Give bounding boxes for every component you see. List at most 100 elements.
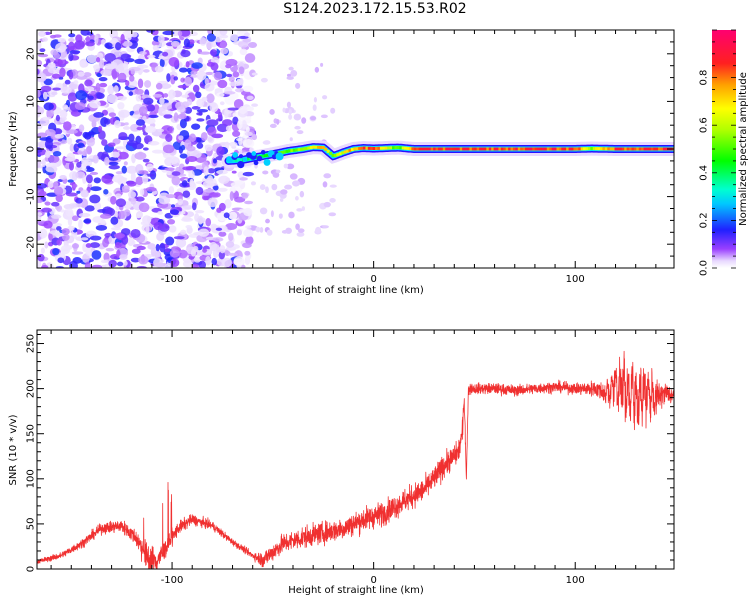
spectrogram-noise-blob (145, 117, 156, 125)
spectrogram-noise-blob (159, 83, 172, 89)
spectrogram-ridge-cell (520, 147, 524, 151)
spectrogram-noise-blob (57, 257, 65, 264)
spectrogram-noise-blob (64, 79, 71, 85)
spectrogram-noise-blob (134, 151, 147, 160)
spectrogram-ridge-cell (650, 147, 654, 151)
spectrogram-ridge-cell (239, 158, 243, 162)
spectrogram-noise-blob (196, 70, 207, 81)
spectrogram-noise-blob (185, 61, 190, 68)
spectrogram-ridge-cell (595, 147, 599, 151)
spectrogram-ridge-cell (462, 147, 466, 151)
spectrogram-noise-blob (80, 189, 89, 198)
spectrogram-ridge-cell (411, 147, 415, 151)
spectrogram-noise-blob (284, 184, 293, 190)
spectrogram-noise-blob (110, 227, 121, 231)
colorbar-tick-label: 0.8 (699, 70, 710, 86)
spectrogram-noise-blob (207, 168, 216, 174)
spectrogram-ridge-speckle (242, 156, 248, 162)
spectrogram-noise-blob (265, 186, 269, 194)
spectrogram-ridge-cell (570, 147, 574, 151)
spectrogram-noise-blob (95, 82, 101, 93)
spectrogram-noise-blob (138, 255, 149, 265)
spectrogram-ridge-cell (481, 147, 485, 151)
spectrogram-ridge-cell (399, 146, 403, 150)
spectrogram-ridge-cell (421, 147, 425, 151)
spectrogram-noise-blob (115, 96, 127, 100)
spectrogram-noise-blob (158, 195, 171, 205)
spectrogram-noise-blob (43, 220, 53, 229)
spectrogram-ridge-cell (517, 147, 521, 151)
spectrogram-noise-blob (226, 73, 233, 78)
spectrogram-noise-blob (195, 186, 204, 196)
spectrogram-noise-blob (130, 68, 135, 75)
spectrogram-ridge-cell (266, 153, 270, 157)
spectrogram-noise-blob (71, 215, 79, 222)
spectrogram-ridge-cell (580, 147, 584, 151)
spectrogram-noise-blob (214, 88, 223, 93)
spectrogram-noise-blob (51, 73, 61, 79)
spectrogram-noise-blob (51, 201, 60, 207)
spectrogram-noise-blob (184, 76, 192, 87)
spectrogram-noise-blob (49, 34, 57, 39)
spectrogram-noise-blob (230, 182, 241, 188)
spectrogram-noise-blob (117, 151, 129, 160)
spectrogram-noise-blob (329, 198, 336, 203)
spectrogram-ridge-cell (346, 149, 350, 153)
spectrogram-noise-blob (47, 67, 59, 74)
spectrogram-noise-blob (93, 201, 102, 211)
spectrogram-noise-blob (196, 112, 203, 116)
spectrogram-noise-blob (71, 243, 80, 249)
spectrogram-noise-blob (215, 246, 221, 254)
spectrogram-noise-blob (51, 91, 58, 96)
spectrogram-noise-blob (77, 142, 85, 148)
snr-x-ticks: -100 0 100 (50, 330, 657, 586)
spectrogram-noise-blob (189, 178, 194, 188)
spectrogram-noise-blob (56, 239, 62, 246)
spectrogram-noise-blob (203, 166, 209, 176)
spectrogram-noise-blob (204, 82, 215, 92)
spectrogram-noise-blob (142, 132, 148, 136)
spectrogram-ridge-cell (486, 147, 490, 151)
spectrogram-noise-blob (234, 88, 244, 93)
spectrogram-noise-blob (231, 170, 237, 174)
spectrogram-ridge-cell (653, 147, 657, 151)
spectrogram-noise-blob (93, 177, 101, 184)
spectrogram-ridge-cell (425, 147, 429, 151)
spectrogram-noise-blob (81, 157, 89, 166)
spectrogram-noise-blob (157, 34, 165, 43)
spectrogram-noise-blob (117, 72, 127, 82)
spectrogram-noise-blob (73, 80, 79, 85)
spectrogram-noise-blob (82, 148, 88, 157)
spectrogram-ridge-cell (604, 147, 608, 151)
spectrogram-noise-blob (107, 142, 116, 147)
spectrogram-noise-blob (244, 200, 254, 205)
spectrogram-noise-blob (135, 94, 142, 102)
spectrogram-ridge-cell (358, 146, 362, 150)
spectrogram-noise-blob (102, 238, 109, 248)
spectrogram-noise-blob (48, 232, 53, 241)
spectrogram-noise-blob (52, 248, 60, 256)
spectrogram-ridge-cell (307, 146, 311, 150)
spectrogram-noise-blob (130, 31, 138, 38)
spectrogram-noise-blob (120, 53, 131, 62)
spectrogram-noise-blob (128, 133, 135, 142)
spectrogram-noise-blob (196, 98, 205, 108)
spectrogram-ridge-cell (324, 147, 328, 151)
spectrogram-ridge-cell (488, 147, 492, 151)
spectrogram-noise-blob (199, 37, 207, 46)
spectrogram-noise-blob (74, 102, 86, 110)
spectrogram-noise-blob (42, 37, 48, 42)
spectrogram-noise-blob (294, 125, 301, 130)
spectrogram-noise-blob (217, 111, 223, 120)
spectrogram-noise-blob (154, 65, 164, 73)
spectrogram-noise-blob (89, 235, 102, 241)
y-tick-label: 0 (26, 146, 37, 152)
spectrogram-noise-blob (126, 79, 138, 89)
spectrogram-ridge-cell (442, 147, 446, 151)
spectrogram-noise-blob (207, 197, 218, 208)
spectrogram-noise-blob (115, 146, 126, 150)
spectrogram-ridge-cell (626, 147, 630, 151)
spectrogram-ridge-cell (597, 147, 601, 151)
spectrogram-ridge-cell (527, 147, 531, 151)
spectrogram-noise-blob (99, 213, 112, 219)
